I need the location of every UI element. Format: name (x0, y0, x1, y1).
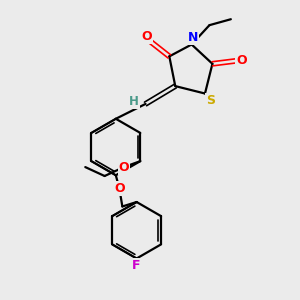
Text: H: H (129, 95, 139, 108)
Text: O: O (114, 182, 125, 195)
Text: S: S (206, 94, 215, 107)
Text: O: O (118, 160, 129, 174)
Text: O: O (142, 30, 152, 43)
Text: O: O (236, 54, 247, 67)
Text: F: F (132, 259, 141, 272)
Text: N: N (188, 32, 198, 44)
